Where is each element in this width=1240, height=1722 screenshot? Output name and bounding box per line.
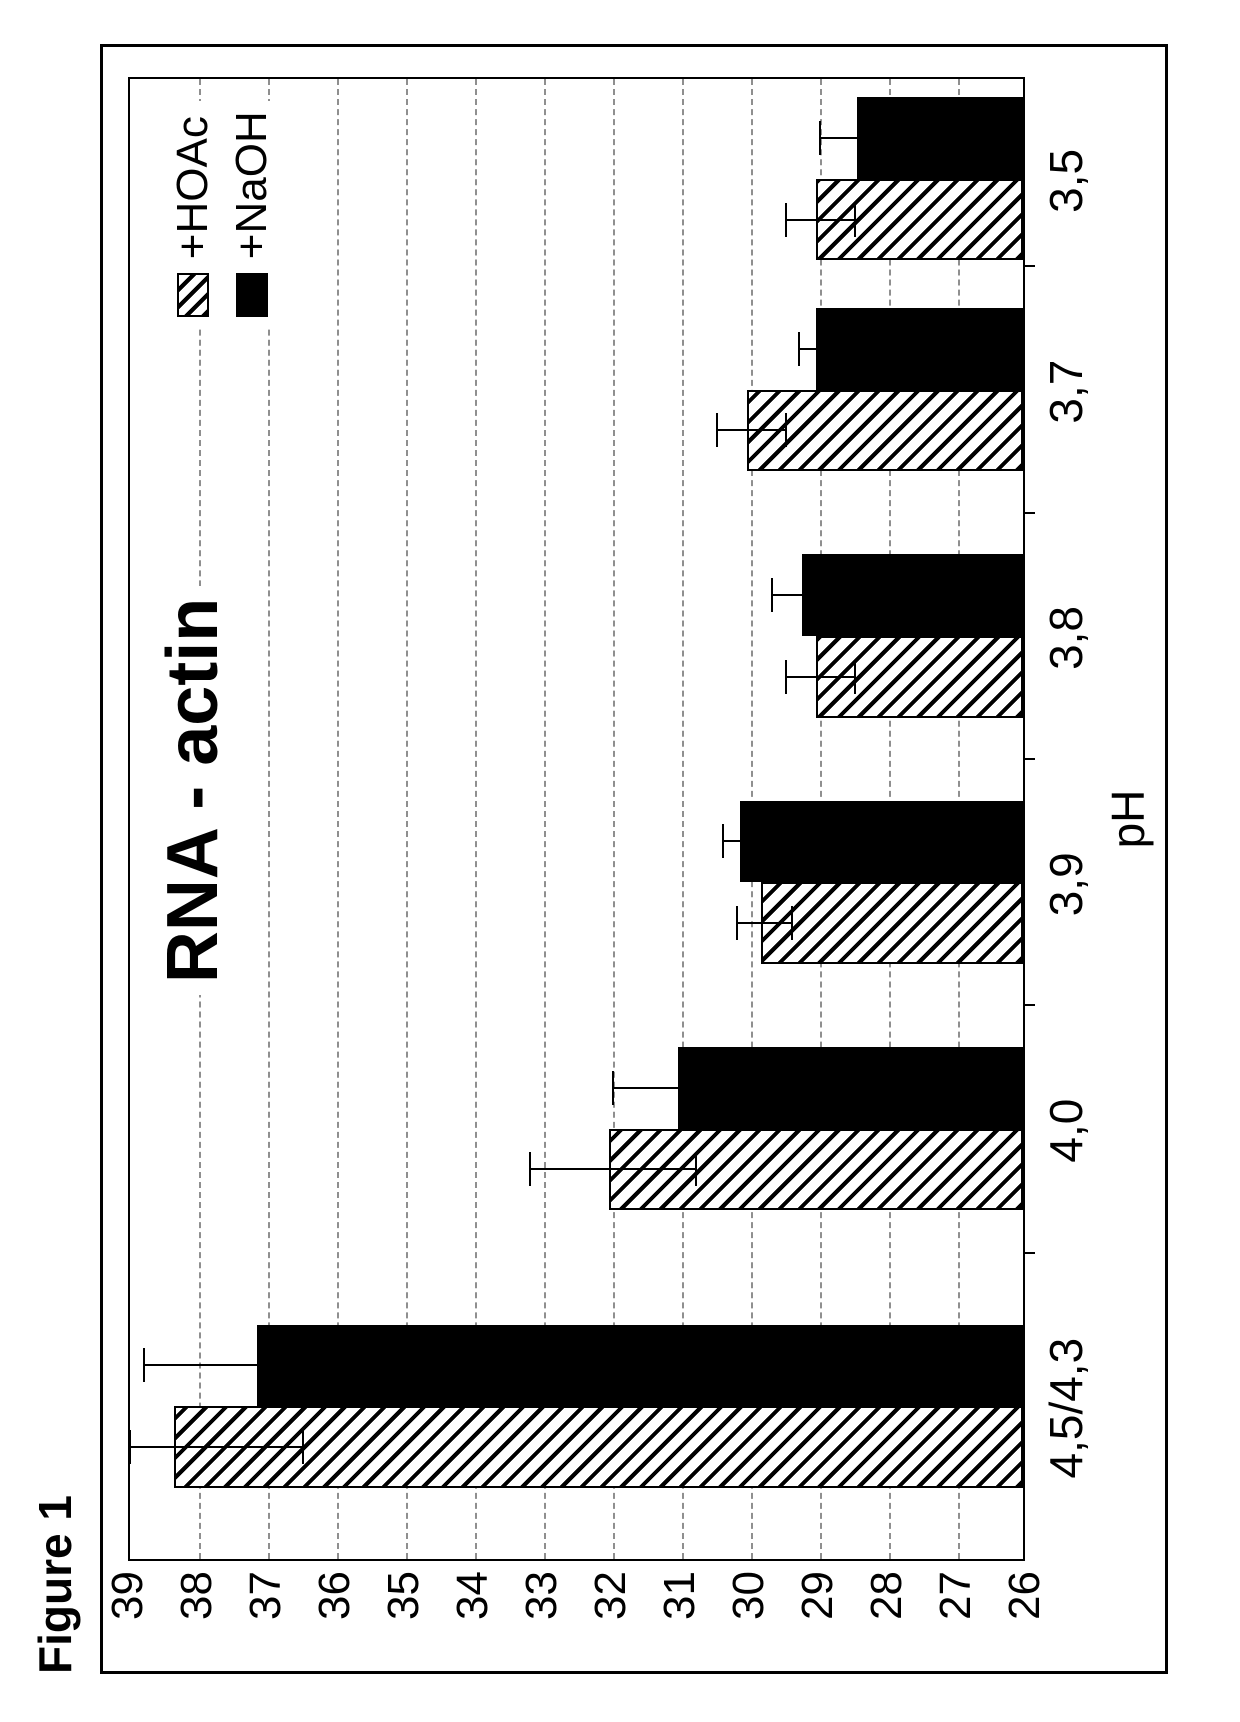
error-bar xyxy=(717,429,786,431)
x-tick-mark xyxy=(1023,512,1035,514)
bar-hoac xyxy=(747,390,1023,472)
error-cap xyxy=(612,1071,614,1105)
x-tick-mark xyxy=(1023,1252,1035,1254)
error-cap xyxy=(771,578,773,612)
legend: +HOAc+NaOH xyxy=(157,101,288,327)
y-tick-label: 36 xyxy=(310,1571,360,1661)
error-cap xyxy=(695,1152,697,1186)
rotated-canvas: Figure 1 RNA - actin+HOAc+NaOH 262728293… xyxy=(0,0,1240,1722)
error-cap xyxy=(785,660,787,694)
error-bar xyxy=(786,676,855,678)
error-bar xyxy=(786,219,855,221)
error-cap xyxy=(902,121,904,155)
error-cap xyxy=(791,906,793,940)
error-cap xyxy=(854,660,856,694)
x-tick-label: 4,5/4,3 xyxy=(1039,1338,1093,1479)
bar-hoac xyxy=(761,882,1023,964)
error-bar xyxy=(723,841,764,843)
x-axis-title: pH xyxy=(1101,790,1155,849)
plot-area: RNA - actin +HOAc+NaOH xyxy=(128,77,1025,1561)
error-cap xyxy=(840,332,842,366)
x-tick-mark xyxy=(1023,265,1035,267)
x-tick-label: 3,5 xyxy=(1039,149,1093,213)
legend-label: +HOAc xyxy=(163,116,222,259)
error-cap xyxy=(302,1430,304,1464)
error-cap xyxy=(736,906,738,940)
error-cap xyxy=(716,413,718,447)
x-tick-label: 4,0 xyxy=(1039,1099,1093,1163)
y-tick-label: 34 xyxy=(448,1571,498,1661)
error-cap xyxy=(798,332,800,366)
y-tick-label: 30 xyxy=(724,1571,774,1661)
error-cap xyxy=(129,1430,131,1464)
chart-frame: RNA - actin +HOAc+NaOH 262728293031323334… xyxy=(100,44,1168,1674)
y-tick-label: 38 xyxy=(172,1571,222,1661)
error-cap xyxy=(785,203,787,237)
error-bar xyxy=(130,1446,303,1448)
legend-item-naoh: +NaOH xyxy=(222,111,281,317)
error-bar xyxy=(799,348,840,350)
y-tick-label: 29 xyxy=(793,1571,843,1661)
chart-title: RNA - actin xyxy=(152,586,234,995)
error-bar xyxy=(737,922,792,924)
error-cap xyxy=(722,825,724,859)
y-tick-label: 27 xyxy=(931,1571,981,1661)
y-tick-label: 31 xyxy=(655,1571,705,1661)
x-tick-mark xyxy=(1023,758,1035,760)
legend-swatch xyxy=(236,273,268,317)
x-tick-label: 3,8 xyxy=(1039,606,1093,670)
legend-item-hoac: +HOAc xyxy=(163,111,222,317)
y-tick-label: 32 xyxy=(586,1571,636,1661)
error-bar xyxy=(144,1364,379,1366)
error-bar xyxy=(613,1087,751,1089)
error-cap xyxy=(143,1348,145,1382)
error-cap xyxy=(764,825,766,859)
error-cap xyxy=(785,413,787,447)
page: Figure 1 RNA - actin+HOAc+NaOH 262728293… xyxy=(0,0,1240,1722)
x-tick-mark xyxy=(1023,1004,1035,1006)
x-tick-label: 3,7 xyxy=(1039,360,1093,424)
y-tick-label: 37 xyxy=(241,1571,291,1661)
error-cap xyxy=(377,1348,379,1382)
error-cap xyxy=(854,203,856,237)
y-tick-label: 35 xyxy=(379,1571,429,1661)
bar-naoh xyxy=(740,801,1023,883)
x-tick-label: 3,9 xyxy=(1039,852,1093,916)
y-tick-label: 33 xyxy=(517,1571,567,1661)
error-cap xyxy=(529,1152,531,1186)
error-bar xyxy=(772,594,841,596)
error-cap xyxy=(750,1071,752,1105)
error-cap xyxy=(840,578,842,612)
error-bar xyxy=(530,1168,696,1170)
y-tick-label: 28 xyxy=(862,1571,912,1661)
legend-swatch xyxy=(177,273,209,317)
bar-naoh xyxy=(816,308,1023,390)
error-bar xyxy=(820,137,903,139)
legend-label: +NaOH xyxy=(222,111,281,259)
figure-label: Figure 1 xyxy=(28,1495,82,1674)
y-tick-label: 26 xyxy=(1000,1571,1050,1661)
error-cap xyxy=(819,121,821,155)
y-tick-label: 39 xyxy=(103,1571,153,1661)
